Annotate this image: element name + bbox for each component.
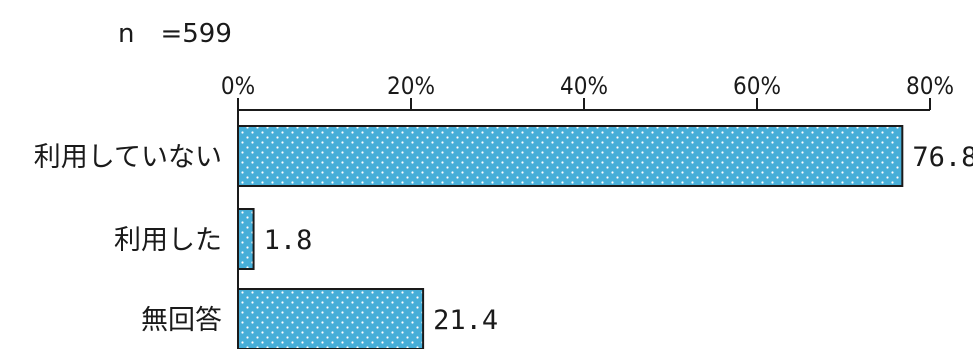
category-label: 利用していない (34, 142, 222, 173)
bars (237, 125, 904, 349)
x-tick-label: 20% (387, 72, 435, 100)
category-label: 利用した (114, 225, 222, 256)
bar (237, 125, 904, 187)
x-axis: 0% 20% 40% 60% 80% (221, 72, 954, 349)
value-labels: 76.8 1.8 21.4 (264, 142, 973, 336)
category-label: 無回答 (141, 305, 222, 336)
x-tick-label: 40% (560, 72, 608, 100)
data-label: 76.8 (912, 142, 973, 173)
bar (237, 208, 255, 270)
data-label: 21.4 (433, 305, 498, 336)
bar (237, 288, 425, 349)
x-tick-label: 80% (906, 72, 954, 100)
x-tick-label: 60% (733, 72, 781, 100)
sample-size-label: n =599 (118, 19, 232, 49)
x-tick-label: 0% (221, 72, 255, 100)
data-label: 1.8 (264, 225, 313, 256)
